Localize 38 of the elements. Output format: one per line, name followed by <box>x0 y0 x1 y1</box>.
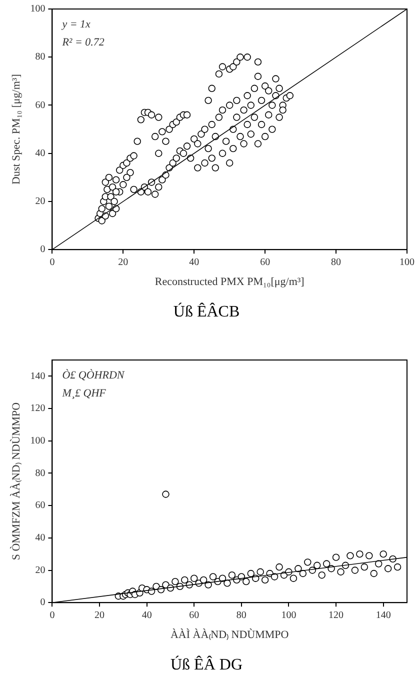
x-tick-label: 60 <box>260 257 270 268</box>
y-tick-label: 20 <box>35 196 46 208</box>
y-tick-label: 40 <box>35 148 46 159</box>
x-tick-label: 100 <box>281 610 296 622</box>
x-tick-label: 80 <box>331 257 342 268</box>
y-tick-label: 20 <box>35 564 46 576</box>
y-tick-label: 0 <box>40 244 46 256</box>
annotation: Ò£ QÒHRDN <box>62 368 125 382</box>
x-tick-label: 40 <box>189 257 200 268</box>
y-tick-label: 40 <box>35 532 46 544</box>
x-tick-label: 120 <box>328 610 344 622</box>
y-tick-label: 100 <box>30 435 46 446</box>
y-tick-label: 80 <box>35 468 46 479</box>
x-tick-label: 0 <box>50 610 55 622</box>
x-axis-title: Reconstructed PMX PM₁₀[μg/m³] <box>154 276 304 288</box>
y-tick-label: 60 <box>35 100 46 111</box>
y-tick-label: 0 <box>40 597 46 608</box>
y-axis-title: S ÒMMFZM ÀÀ₍ND₎ NDÙMMPO <box>9 402 22 560</box>
y-tick-label: 80 <box>35 52 46 63</box>
x-tick-label: 40 <box>142 610 152 622</box>
x-axis-title: ÀÀÌ ÀÀ₍ND₎ NDÙMMPO <box>170 628 289 642</box>
x-tick-label: 20 <box>118 257 128 268</box>
x-tick-label: 20 <box>94 610 105 622</box>
x-tick-label: 140 <box>376 610 391 622</box>
annotation: R² = 0.72 <box>61 36 105 48</box>
x-tick-label: 80 <box>236 610 246 622</box>
text: Úß ÊÂCB <box>173 302 240 321</box>
y-tick-label: 100 <box>30 4 46 15</box>
y-axis-title: Dust Spec. PM₁₀ [μg/m³] <box>10 74 22 184</box>
annotation: y = 1x <box>61 18 91 30</box>
text: Úß ÊÂ DG <box>170 656 243 674</box>
annotation: M¸£ QHF <box>61 387 106 400</box>
x-tick-label: 60 <box>189 610 200 622</box>
y-tick-label: 120 <box>30 403 46 414</box>
x-tick-label: 100 <box>400 257 414 268</box>
x-tick-label: 0 <box>50 257 55 268</box>
y-tick-label: 140 <box>30 370 46 382</box>
y-tick-label: 60 <box>35 500 46 512</box>
